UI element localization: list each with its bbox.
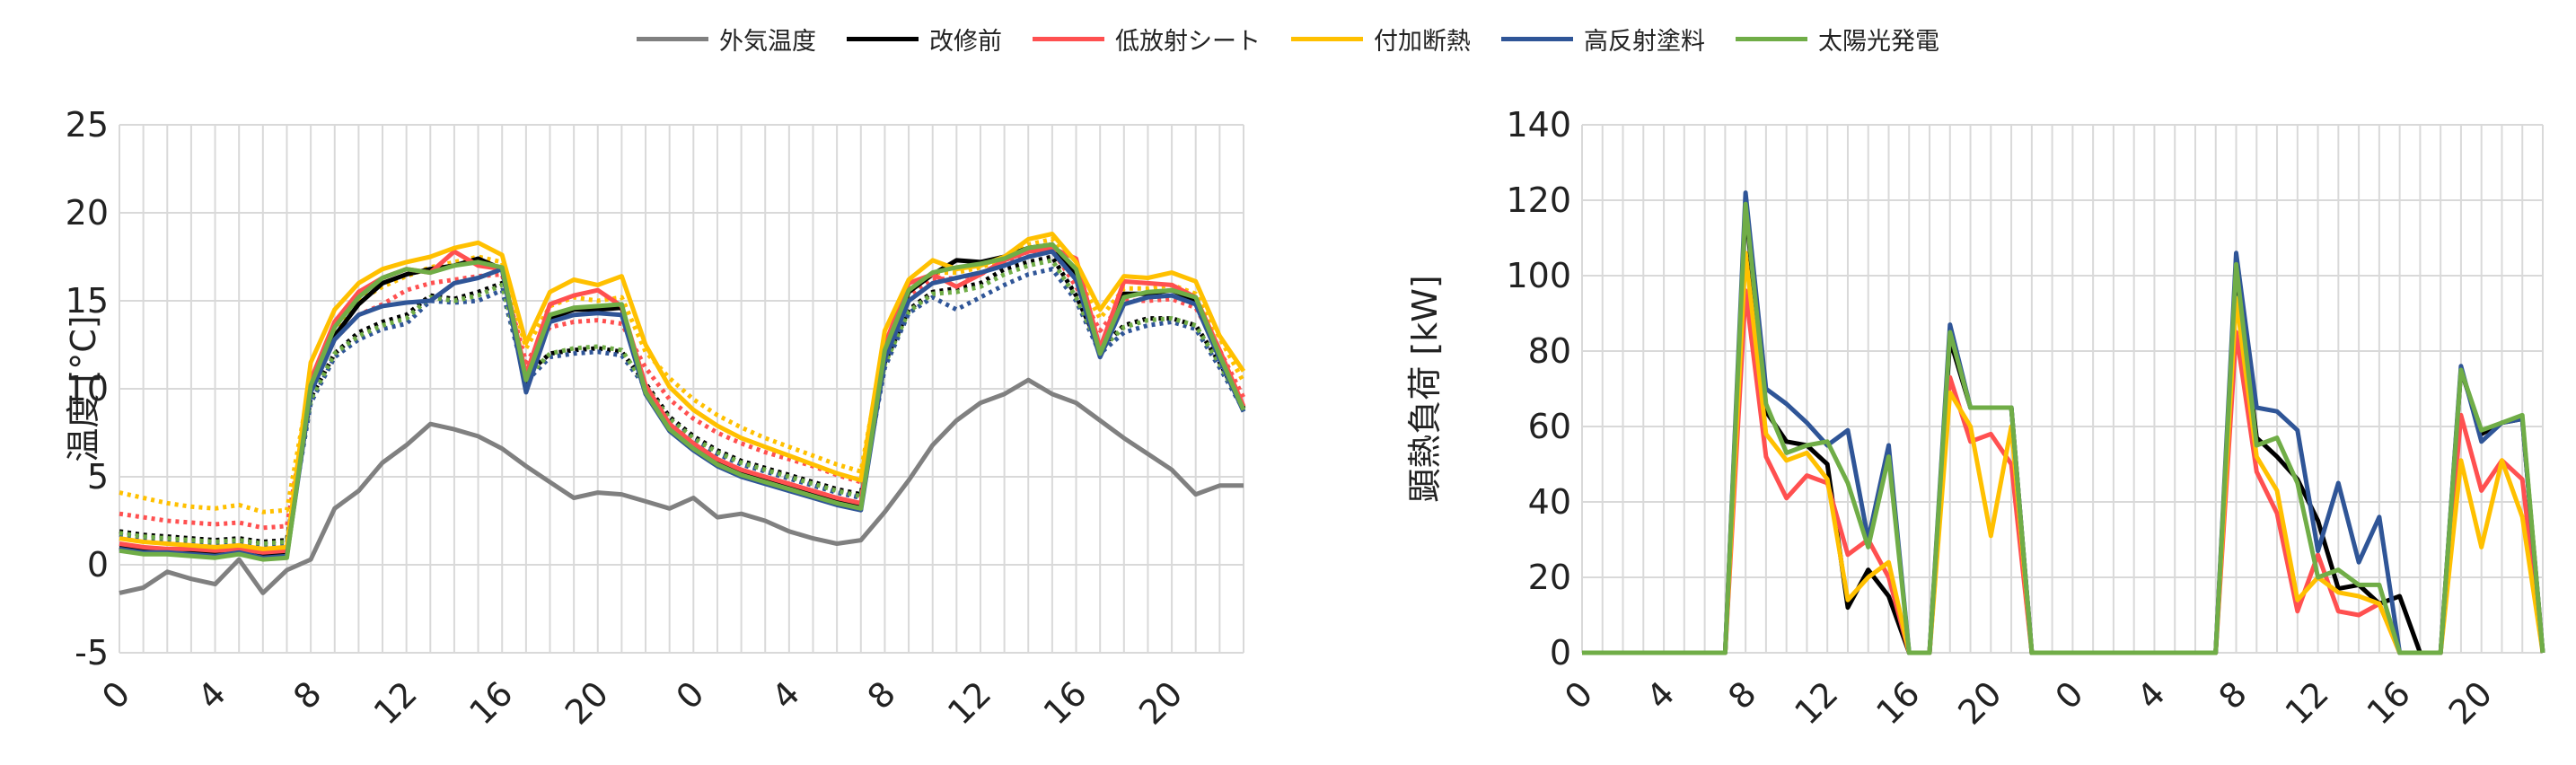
legend-item: 付加断熱 xyxy=(1291,22,1471,57)
x-tick-label: 4 xyxy=(2130,673,2173,717)
legend-item: 高反射塗料 xyxy=(1501,22,1705,57)
x-tick-label: 20 xyxy=(558,673,616,732)
legend-label: 付加断熱 xyxy=(1374,27,1471,56)
series-line-solid xyxy=(119,377,1244,595)
x-tick-label: 16 xyxy=(2360,673,2418,732)
y-tick-label: 5 xyxy=(87,457,109,497)
y-tick-label: 60 xyxy=(1528,407,1571,446)
legend-swatch xyxy=(637,36,708,41)
series-line-solid xyxy=(119,242,1246,562)
legend-swatch xyxy=(1291,36,1363,41)
legend-swatch xyxy=(1501,36,1573,41)
grid xyxy=(119,124,1244,654)
legend-swatch xyxy=(1033,36,1104,41)
x-tick-label: 0 xyxy=(668,673,711,717)
x-tick-label: 20 xyxy=(2441,673,2500,732)
x-tick-label: 0 xyxy=(94,673,137,717)
legend-item: 太陽光発電 xyxy=(1736,22,1939,57)
y-axis-label: 温度 [°C] xyxy=(64,315,103,462)
x-tick-label: 12 xyxy=(366,673,425,732)
legend-item: 改修前 xyxy=(847,22,1002,57)
y-tick-label: 80 xyxy=(1528,331,1571,371)
y-tick-label: 0 xyxy=(87,545,109,585)
x-tick-label: 8 xyxy=(860,673,903,717)
x-tick-label: 0 xyxy=(1557,673,1600,717)
y-tick-label: -5 xyxy=(75,633,109,673)
x-tick-label: 0 xyxy=(2048,673,2091,717)
legend-label: 太陽光発電 xyxy=(1818,27,1939,56)
y-tick-label: 100 xyxy=(1506,256,1571,295)
x-tick-label: 12 xyxy=(1787,673,1845,732)
legend-label: 高反射塗料 xyxy=(1584,27,1705,56)
legend: 外気温度 改修前 低放射シート 付加断熱 高反射塗料 太陽光発電 xyxy=(0,16,2576,61)
x-tick-label: 8 xyxy=(1720,673,1763,717)
y-tick-label: 25 xyxy=(66,105,109,145)
x-tick-label: 20 xyxy=(1950,673,2009,732)
y-tick-label: 140 xyxy=(1506,105,1571,145)
x-tick-label: 12 xyxy=(2278,673,2336,732)
x-tick-label: 16 xyxy=(462,673,520,732)
series-line-solid xyxy=(1582,201,2545,655)
x-tick-label: 4 xyxy=(190,673,233,717)
x-tick-label: 16 xyxy=(1868,673,1927,732)
y-tick-label: 20 xyxy=(66,193,109,233)
y-axis-label: 顕熱負荷 [kW] xyxy=(1405,275,1445,502)
legend-label: 外気温度 xyxy=(719,27,816,56)
x-tick-label: 8 xyxy=(286,673,329,717)
x-tick-label: 20 xyxy=(1131,673,1190,732)
legend-label: 改修前 xyxy=(929,27,1002,56)
y-tick-label: 10 xyxy=(66,369,109,409)
legend-item: 低放射シート xyxy=(1033,22,1261,57)
x-tick-label: 4 xyxy=(1639,673,1682,717)
legend-label: 低放射シート xyxy=(1115,27,1261,56)
y-tick-label: 0 xyxy=(1550,633,1571,673)
legend-swatch xyxy=(847,36,919,41)
series-line-dashed xyxy=(119,236,1246,514)
y-tick-label: 40 xyxy=(1528,482,1571,522)
grid xyxy=(1581,124,2544,654)
legend-item: 外気温度 xyxy=(637,22,816,57)
y-tick-label: 15 xyxy=(66,281,109,321)
y-tick-label: 120 xyxy=(1506,180,1571,220)
x-tick-label: 4 xyxy=(764,673,807,717)
x-tick-label: 12 xyxy=(940,673,998,732)
x-tick-label: 8 xyxy=(2211,673,2255,717)
x-tick-label: 16 xyxy=(1036,673,1095,732)
legend-swatch xyxy=(1736,36,1807,41)
series-line-dashed xyxy=(119,267,1246,548)
series-line-solid xyxy=(119,232,1246,551)
y-tick-label: 20 xyxy=(1528,558,1571,597)
